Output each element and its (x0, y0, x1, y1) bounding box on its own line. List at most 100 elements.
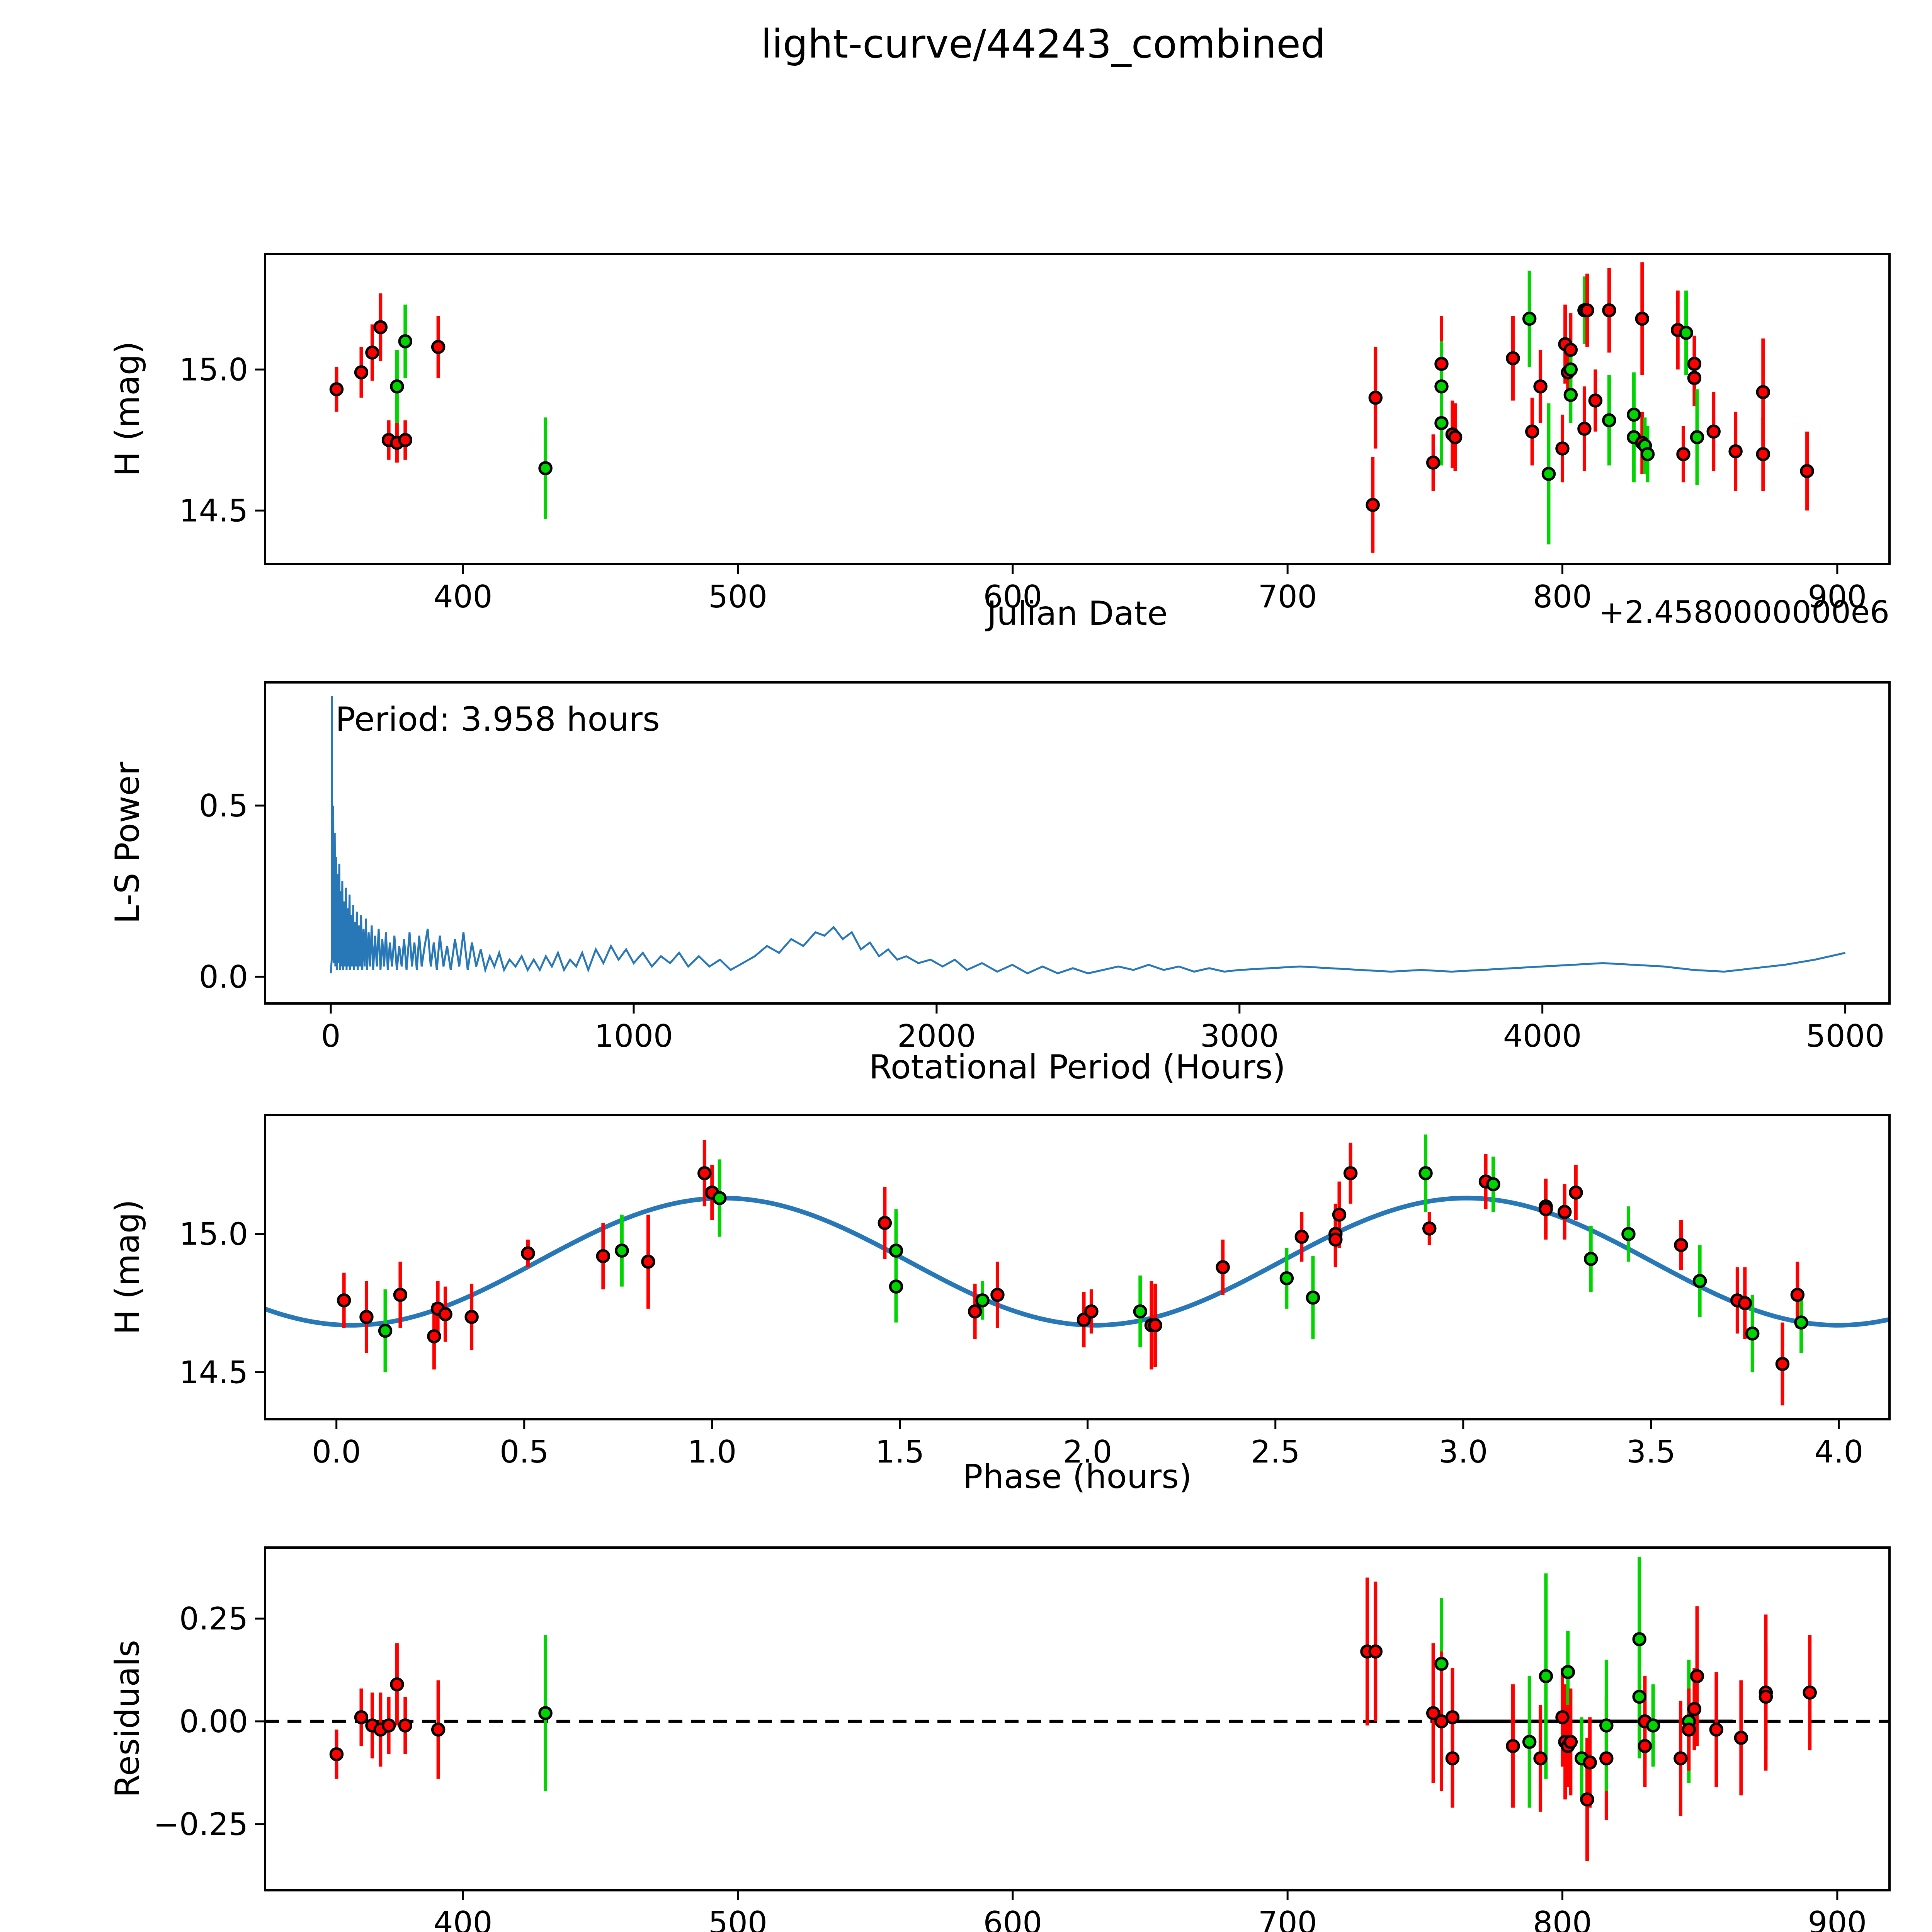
data-point (1077, 1313, 1091, 1327)
y-tick-label: −0.25 (153, 1806, 248, 1842)
data-point (1294, 1230, 1309, 1244)
panel-jd-data (329, 262, 1814, 553)
x-tick-label: 800 (1533, 579, 1592, 615)
data-point (1679, 326, 1693, 340)
data-point (1332, 1208, 1347, 1222)
data-point (1673, 1751, 1688, 1765)
x-tick-label: 600 (983, 1905, 1042, 1932)
data-point (1640, 447, 1655, 461)
panel1-x-offset-text: +2.4580000000e6 (1599, 594, 1889, 630)
x-tick-label: 1000 (594, 1018, 673, 1054)
data-point (1445, 1710, 1460, 1725)
y-tick-label: 15.0 (179, 1216, 248, 1252)
panel1-x-axis-label: Julian Date (987, 594, 1168, 633)
data-point (1506, 351, 1520, 366)
data-point (1539, 1669, 1553, 1684)
data-point (1638, 1739, 1652, 1753)
data-point (889, 1279, 903, 1294)
data-point (1148, 1318, 1162, 1332)
panel2-y-axis-label: L-S Power (108, 762, 147, 924)
data-point (1434, 1656, 1449, 1671)
panel-res-data (265, 1557, 1889, 1861)
data-point (354, 365, 369, 379)
data-point (329, 1747, 344, 1762)
data-point (390, 379, 404, 394)
y-tick-label: 15.0 (179, 352, 248, 388)
data-point (1756, 447, 1770, 461)
data-point (1602, 303, 1616, 318)
data-point (1602, 413, 1616, 427)
x-tick-label: 3000 (1200, 1018, 1279, 1054)
data-point (1434, 357, 1449, 371)
figure-title: light-curve/44243_combined (761, 21, 1326, 67)
panel-border (264, 1114, 1891, 1420)
data-point (1580, 303, 1594, 318)
x-tick-label: 500 (708, 1905, 767, 1932)
data-point (329, 382, 344, 396)
data-point (398, 433, 413, 447)
data-point (1557, 1205, 1572, 1219)
data-point (1674, 1238, 1688, 1252)
model-fit-curve (265, 1196, 1889, 1328)
data-point (1486, 1177, 1500, 1192)
x-tick-label: 4.0 (1814, 1434, 1863, 1470)
x-tick-label: 3.5 (1626, 1434, 1675, 1470)
data-point (1682, 1722, 1696, 1737)
data-point (1426, 1706, 1440, 1720)
x-tick-label: 0.5 (500, 1434, 549, 1470)
data-point (1687, 357, 1702, 371)
panel-border (264, 1546, 1891, 1891)
x-tick-label: 400 (434, 579, 493, 615)
data-point (1803, 1685, 1817, 1700)
data-point (365, 345, 379, 360)
data-point (1445, 1751, 1460, 1765)
data-point (398, 1718, 413, 1733)
data-point (1216, 1260, 1230, 1274)
data-point (538, 461, 553, 476)
data-point (1555, 441, 1570, 456)
x-tick-label: 600 (983, 579, 1042, 615)
panel-ls-data (330, 696, 1846, 975)
data-point (1775, 1357, 1790, 1371)
data-point (1368, 1644, 1383, 1659)
x-tick-label: 1.0 (687, 1434, 736, 1470)
data-point (1448, 430, 1463, 444)
data-point (398, 334, 413, 349)
data-point (1539, 1202, 1553, 1216)
data-point (1583, 1755, 1597, 1770)
data-point (1569, 1185, 1583, 1200)
data-point (1728, 444, 1743, 459)
x-tick-label: 2000 (897, 1018, 976, 1054)
data-point (975, 1293, 990, 1308)
x-tick-label: 5000 (1806, 1018, 1885, 1054)
data-point (878, 1216, 892, 1230)
data-point (1343, 1166, 1358, 1180)
x-tick-label: 400 (434, 1905, 493, 1932)
x-tick-label: 900 (1808, 1905, 1867, 1932)
data-point (641, 1254, 655, 1269)
data-point (1692, 1274, 1707, 1288)
data-point (1563, 1735, 1578, 1749)
data-point (1577, 422, 1592, 436)
data-point (712, 1191, 727, 1205)
data-point (1583, 1252, 1598, 1266)
data-point (1133, 1304, 1148, 1319)
x-tick-label: 4000 (1503, 1018, 1582, 1054)
data-point (337, 1293, 351, 1308)
panel-border (264, 681, 1891, 1005)
data-point (431, 1722, 446, 1737)
data-point (1738, 1296, 1752, 1310)
data-point (431, 340, 446, 354)
data-point (968, 1304, 982, 1319)
data-point (1734, 1731, 1748, 1745)
y-tick-label: 0.00 (179, 1704, 248, 1740)
y-tick-label: 14.5 (179, 1354, 248, 1390)
panel-phase-data (265, 1134, 1889, 1406)
data-point (615, 1243, 629, 1258)
data-point (427, 1329, 441, 1344)
data-point (1627, 407, 1641, 422)
y-tick-label: 14.5 (179, 493, 248, 529)
data-point (1580, 1792, 1594, 1807)
